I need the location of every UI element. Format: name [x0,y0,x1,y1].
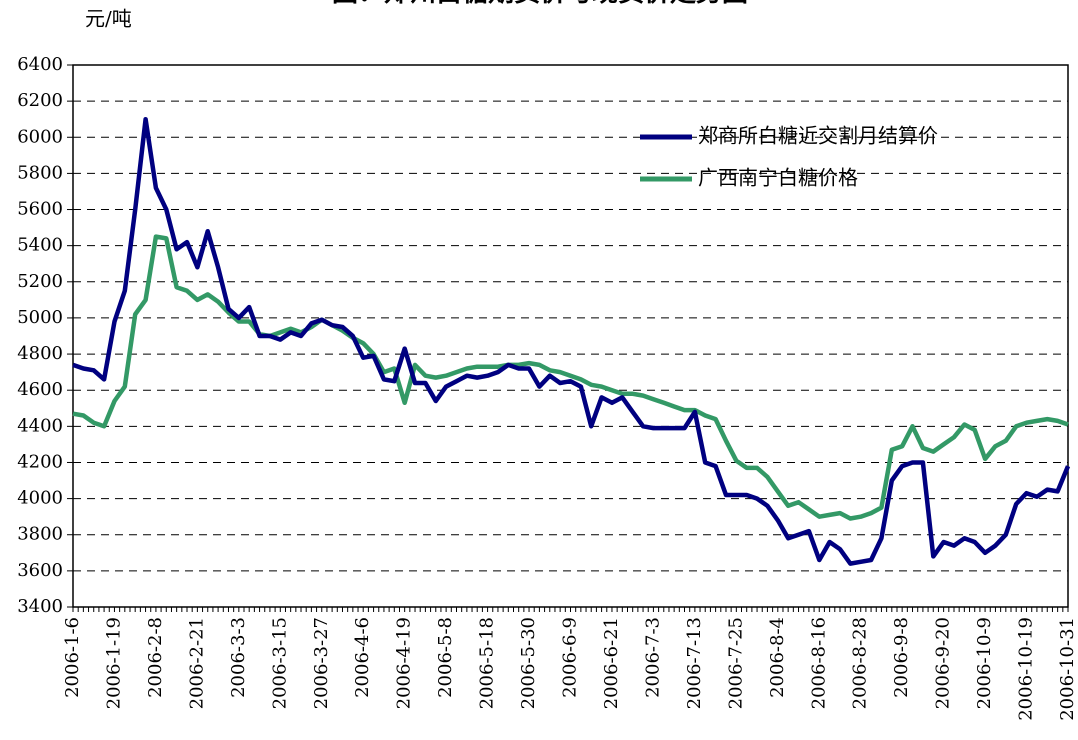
x-tick-label: 2006-5-30 [518,617,539,709]
y-tick-label: 3800 [17,524,63,545]
x-tick-label: 2006-10-9 [974,617,995,709]
y-tick-label: 5400 [17,235,63,256]
y-tick-label: 4000 [17,488,63,509]
x-tick-label: 2006-1-19 [103,617,124,709]
x-tick-label: 2006-7-25 [725,617,746,709]
series-line [72,116,1071,566]
x-tick-label: 2006-6-21 [601,617,622,709]
x-tick-label: 2006-2-21 [186,617,207,709]
x-tick-label: 2006-3-3 [228,617,249,698]
x-tick-label: 2006-4-6 [352,617,373,698]
y-tick-label: 5200 [17,271,63,292]
y-tick-label: 6400 [17,54,63,75]
x-tick-label: 2006-6-9 [560,617,581,698]
y-tick-label: 3600 [17,560,63,581]
x-tick-label: 2006-10-19 [1016,617,1037,721]
x-tick-label: 2006-8-16 [808,617,829,709]
y-axis-unit: 元/吨 [85,7,132,31]
y-tick-label: 5800 [17,162,63,183]
x-tick-label: 2006-8-4 [767,617,788,698]
y-tick-label: 4600 [17,379,63,400]
y-tick-label: 5600 [17,199,63,220]
x-tick-label: 2006-2-8 [145,617,166,698]
x-tick-label: 2006-5-8 [435,617,456,698]
x-tick-label: 2006-10-31 [1057,617,1078,721]
chart-title: 图：郑州白糖期货价与现货价走势图 [332,0,748,8]
y-tick-label: 5000 [17,307,63,328]
x-tick-label: 2006-4-19 [394,617,415,709]
x-tick-label: 2006-1-6 [62,617,83,698]
x-tick-label: 2006-7-3 [642,617,663,698]
x-tick-label: 2006-7-13 [684,617,705,709]
y-tick-label: 6000 [17,126,63,147]
x-tick-label: 2006-9-20 [933,617,954,709]
y-tick-label: 6200 [17,90,63,111]
y-tick-label: 3400 [17,596,63,617]
x-tick-label: 2006-5-18 [477,617,498,709]
y-tick-label: 4200 [17,451,63,472]
x-tick-label: 2006-3-15 [269,617,290,709]
y-tick-label: 4400 [17,415,63,436]
y-tick-label: 4800 [17,343,63,364]
legend-label: 郑商所白糖近交割月结算价 [698,124,938,148]
x-tick-label: 2006-9-8 [891,617,912,698]
x-tick-label: 2006-3-27 [311,617,332,709]
x-tick-label: 2006-8-28 [850,617,871,709]
legend-label: 广西南宁白糖价格 [698,166,858,190]
series-line [72,234,1069,521]
